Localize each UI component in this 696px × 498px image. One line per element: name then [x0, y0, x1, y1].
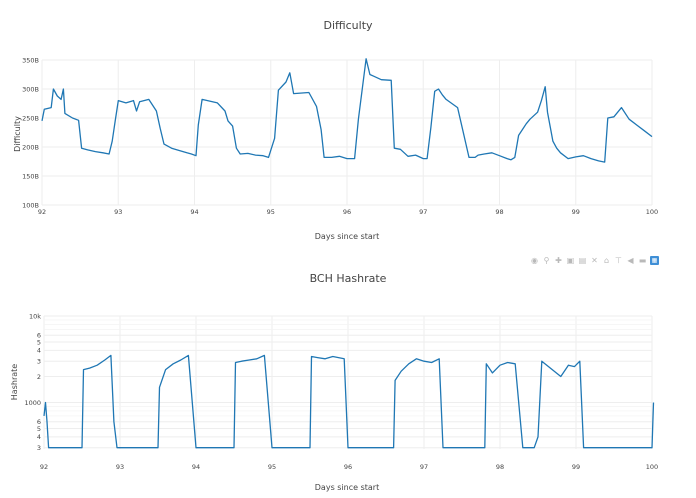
y-tick-label: 2 [37, 373, 41, 381]
y-tick-label: 300B [22, 85, 39, 93]
chart-title: Difficulty [323, 19, 373, 32]
x-axis-ticks: 92 93 94 95 96 97 98 99 100 [40, 463, 658, 471]
y-tick-label: 1000 [24, 399, 41, 407]
zoom-icon[interactable]: ⚲ [543, 256, 550, 265]
autoscale-icon[interactable]: ✕ [591, 256, 598, 265]
y-tick-label: 4 [37, 433, 41, 441]
difficulty-chart: Difficulty 92 93 94 95 96 97 98 99 100 100B 150B 2… [13, 19, 658, 241]
modebar: ◉ ⚲ ✚ ▣ ▤ ✕ ⌂ ⊤ ◀ ▬ ▦ [530, 256, 659, 268]
y-tick-label: 10k [29, 312, 41, 320]
x-tick-label: 95 [268, 463, 276, 471]
x-tick-label: 92 [40, 463, 48, 471]
camera-icon[interactable]: ◉ [531, 256, 538, 265]
x-axis-title: Days since start [315, 232, 379, 241]
x-axis-title: Days since start [315, 483, 379, 492]
gridlines [43, 315, 653, 449]
x-axis-ticks: 92 93 94 95 96 97 98 99 100 [38, 208, 658, 216]
y-tick-label: 150B [22, 172, 39, 180]
y-tick-label: 3 [37, 444, 41, 452]
plotly-logo-icon[interactable]: ▦ [650, 256, 659, 265]
y-axis-title: Hashrate [10, 364, 19, 400]
zoom-out-icon[interactable]: ▤ [578, 256, 587, 265]
hover-compare-icon[interactable]: ▬ [638, 256, 647, 265]
x-tick-label: 96 [343, 208, 351, 216]
x-tick-label: 92 [38, 208, 46, 216]
gridlines [41, 59, 653, 206]
x-tick-label: 98 [496, 463, 504, 471]
x-tick-label: 100 [646, 463, 658, 471]
difficulty-trace[interactable] [41, 58, 653, 163]
x-tick-label: 93 [114, 208, 122, 216]
y-tick-label: 6 [37, 331, 41, 339]
y-tick-label: 5 [37, 338, 41, 346]
x-tick-label: 95 [267, 208, 275, 216]
x-tick-label: 99 [572, 463, 580, 471]
y-tick-label: 5 [37, 425, 41, 433]
y-tick-label: 250B [22, 114, 39, 122]
x-tick-label: 100 [646, 208, 658, 216]
x-tick-label: 99 [572, 208, 580, 216]
hover-closest-icon[interactable]: ◀ [627, 256, 634, 265]
y-axis-ticks: 100B 150B 200B 250B 300B 350B [22, 56, 39, 209]
pan-icon[interactable]: ✚ [555, 256, 562, 265]
x-tick-label: 97 [420, 463, 428, 471]
x-tick-label: 98 [495, 208, 503, 216]
spike-lines-icon[interactable]: ⊤ [615, 256, 622, 265]
hashrate-trace[interactable] [43, 354, 655, 449]
y-tick-label: 4 [37, 347, 41, 355]
x-tick-label: 96 [344, 463, 352, 471]
x-tick-label: 97 [419, 208, 427, 216]
y-tick-label: 3 [37, 358, 41, 366]
x-tick-label: 93 [116, 463, 124, 471]
y-axis-title: Difficulty [13, 116, 22, 152]
y-tick-label: 200B [22, 143, 39, 151]
x-tick-label: 94 [192, 463, 200, 471]
y-tick-label: 6 [37, 418, 41, 426]
chart-title: BCH Hashrate [310, 272, 387, 285]
x-tick-label: 94 [190, 208, 198, 216]
y-tick-label: 100B [22, 201, 39, 209]
hashrate-chart: BCH Hashrate 92 93 94 95 96 97 98 99 100 10k6543… [10, 272, 658, 492]
zoom-in-icon[interactable]: ▣ [566, 256, 575, 265]
reset-axes-icon[interactable]: ⌂ [603, 256, 610, 265]
y-tick-label: 350B [22, 56, 39, 64]
